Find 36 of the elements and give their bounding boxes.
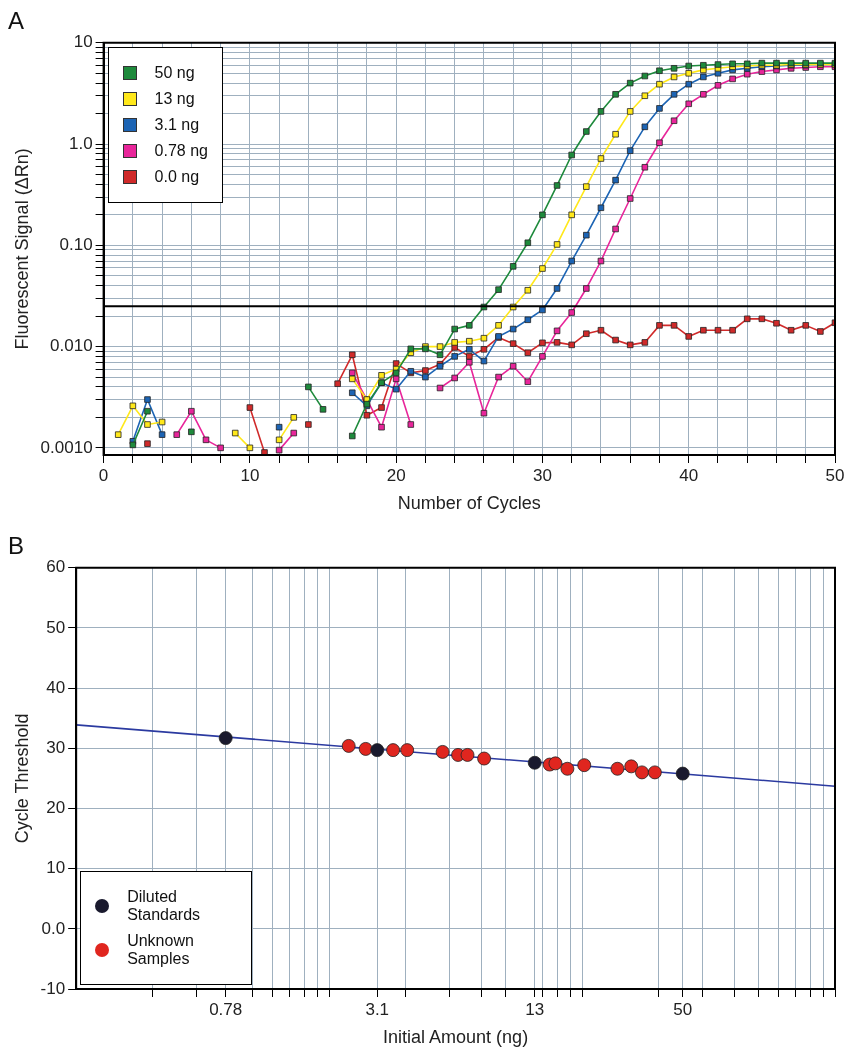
y-tick-label: 0.010 <box>50 336 93 356</box>
legend-label: Diluted Standards <box>127 888 202 924</box>
legend-label: 3.1 ng <box>154 115 200 134</box>
x-tick-label: 30 <box>532 465 552 485</box>
chart-title: B <box>8 532 25 560</box>
legend-label: 0.78 ng <box>154 141 208 160</box>
y-tick-label: 0.0 <box>41 918 66 938</box>
x-tick-label: 3.1 <box>365 999 390 1019</box>
x-axis-title: Initial Amount (ng) <box>383 1027 529 1048</box>
x-tick-label: 20 <box>386 465 406 485</box>
x-tick-label: 50 <box>673 999 693 1019</box>
legend-label: 50 ng <box>154 63 195 82</box>
y-tick-label: 1.0 <box>68 133 93 153</box>
x-tick-label: 40 <box>679 465 699 485</box>
y-tick-label: 10 <box>73 32 93 52</box>
y-tick-label: 40 <box>46 677 66 697</box>
x-axis-title: Number of Cycles <box>397 493 541 514</box>
y-axis-title: Fluorescent Signal (ΔRn) <box>11 148 32 350</box>
x-tick-label: 0.78 <box>209 999 243 1019</box>
x-tick-label: 10 <box>240 465 260 485</box>
chart-title: A <box>8 7 25 35</box>
y-tick-label: -10 <box>40 978 66 998</box>
y-tick-label: 0.0010 <box>40 437 93 457</box>
y-tick-label: 30 <box>46 738 66 757</box>
legend-label: 0.0 ng <box>154 167 200 186</box>
y-tick-label: 0.10 <box>59 235 93 255</box>
y-tick-label: 10 <box>46 858 66 878</box>
y-axis-title: Cycle Threshold <box>11 713 32 844</box>
legend-label: 13 ng <box>154 89 195 108</box>
x-tick-label: 13 <box>525 999 545 1019</box>
y-tick-label: 20 <box>46 798 66 818</box>
legend-label: Unknown Samples <box>127 932 195 968</box>
y-tick-label: 60 <box>46 557 66 577</box>
x-tick-label: 50 <box>825 465 845 485</box>
y-tick-label: 50 <box>46 617 66 637</box>
x-tick-label: 0 <box>98 465 109 485</box>
